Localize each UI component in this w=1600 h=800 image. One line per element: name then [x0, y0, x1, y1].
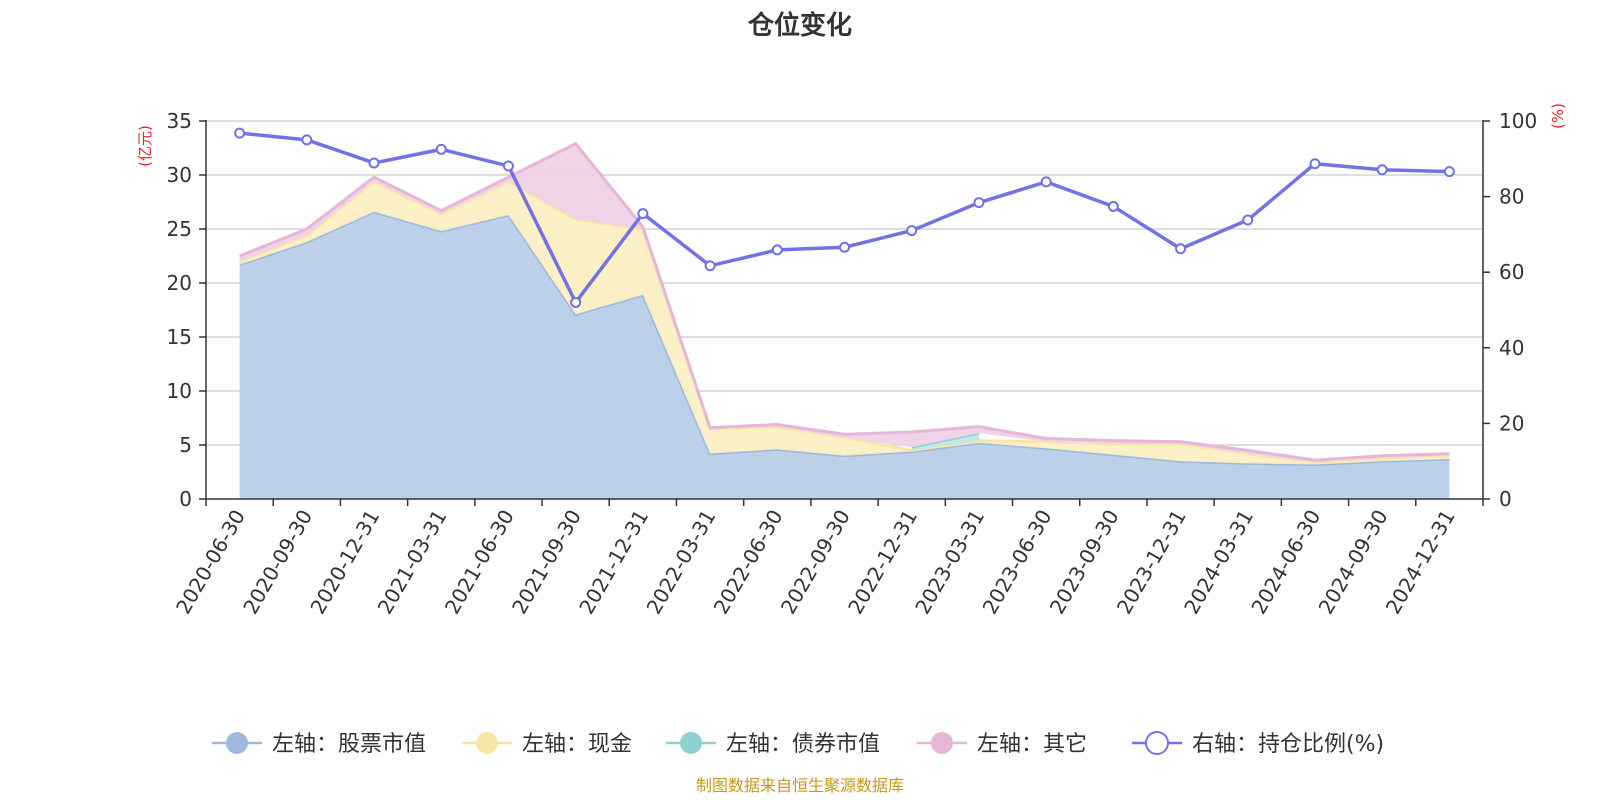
x-tick-label: 2021-06-30 — [440, 506, 519, 619]
left-tick-label: 20 — [167, 271, 192, 295]
legend-item[interactable]: 右轴：持仓比例(%) — [1132, 731, 1384, 757]
legend[interactable]: 左轴：股票市值 左轴：现金 左轴：债券市值 左轴：其它 右轴：持仓比例(%) — [212, 731, 1384, 757]
area-fill — [239, 181, 1450, 465]
area-series — [239, 141, 1450, 499]
left-tick-label: 0 — [179, 487, 192, 511]
x-tick-label: 2024-03-31 — [1179, 506, 1258, 619]
ratio-point — [1175, 243, 1187, 255]
legend-item[interactable]: 左轴：股票市值 — [212, 732, 426, 757]
x-tick-label: 2024-09-30 — [1314, 506, 1393, 619]
x-tick-label: 2021-12-31 — [574, 506, 653, 619]
x-tick-label: 2020-06-30 — [171, 506, 250, 619]
legend-label: 右轴：持仓比例(%) — [1192, 732, 1384, 757]
right-tick-label: 100 — [1499, 109, 1537, 133]
left-tick-label: 5 — [179, 433, 192, 457]
ratio-point — [435, 143, 447, 155]
left-tick-label: 35 — [167, 109, 192, 133]
ratio-point — [570, 296, 582, 308]
left-tick-label: 15 — [167, 325, 192, 349]
legend-label: 左轴：债券市值 — [726, 732, 880, 757]
legend-marker — [1145, 731, 1169, 755]
legend-marker — [476, 732, 498, 754]
area-fill — [239, 211, 1450, 499]
ratio-point — [637, 208, 649, 220]
legend-item[interactable]: 左轴：债券市值 — [666, 732, 880, 757]
x-tick-label: 2021-09-30 — [507, 506, 586, 619]
ratio-line — [234, 127, 1455, 308]
x-tick-label: 2024-06-30 — [1246, 506, 1325, 619]
legend-label: 左轴：现金 — [522, 732, 632, 757]
legend-item[interactable]: 左轴：现金 — [462, 732, 632, 757]
left-tick-label: 10 — [167, 379, 192, 403]
data-source: 制图数据来自恒生聚源数据库 — [696, 776, 904, 795]
x-tick-label: 2022-12-31 — [843, 505, 922, 618]
left-tick-label: 30 — [167, 163, 192, 187]
ratio-point — [839, 241, 850, 253]
ratio-point — [368, 157, 380, 169]
x-tick-label: 2023-06-30 — [978, 506, 1057, 619]
left-axis-unit: (亿元) — [136, 125, 154, 167]
ratio-point — [1107, 200, 1119, 212]
legend-item[interactable]: 左轴：其它 — [917, 732, 1087, 757]
x-tick-label: 2023-09-30 — [1045, 506, 1124, 619]
x-tick-label: 2022-06-30 — [709, 506, 788, 619]
legend-marker — [931, 732, 953, 754]
x-tick-label: 2021-03-31 — [373, 505, 452, 618]
x-tick-label: 2022-09-30 — [776, 506, 855, 619]
x-tick-label: 2020-09-30 — [238, 506, 317, 619]
right-tick-label: 0 — [1499, 487, 1512, 511]
right-tick-label: 80 — [1499, 185, 1524, 209]
legend-marker — [226, 732, 248, 754]
x-tick-label: 2023-03-31 — [910, 506, 989, 619]
legend-label: 左轴：股票市值 — [272, 732, 426, 757]
ratio-point — [1242, 214, 1254, 226]
ratio-point — [234, 127, 246, 139]
ratio-point — [1309, 158, 1321, 170]
right-tick-label: 40 — [1499, 336, 1524, 360]
legend-marker — [680, 732, 702, 754]
ratio-point — [906, 225, 918, 237]
right-tick-label: 60 — [1499, 260, 1524, 284]
right-tick-label: 20 — [1499, 411, 1524, 435]
ratio-point — [301, 134, 313, 146]
ratio-point — [1376, 164, 1388, 176]
x-tick-label: 2024-12-31 — [1381, 506, 1460, 619]
ratio-point — [502, 160, 514, 172]
ratio-point — [1040, 176, 1052, 188]
legend-label: 左轴：其它 — [977, 732, 1087, 757]
area-top-line — [911, 431, 980, 449]
area-top-line — [239, 141, 1450, 462]
right-axis-unit: (%) — [1549, 103, 1567, 129]
x-tick-label: 2022-03-31 — [642, 506, 721, 619]
ratio-point — [973, 197, 985, 209]
ratio-point — [1443, 166, 1455, 178]
chart-title: 仓位变化 — [747, 10, 852, 41]
left-tick-label: 25 — [167, 217, 192, 241]
ratio-point — [771, 244, 783, 256]
ratio-point — [704, 260, 716, 272]
x-tick-label: 2023-12-31 — [1112, 506, 1191, 619]
x-tick-label: 2020-12-31 — [305, 506, 384, 619]
